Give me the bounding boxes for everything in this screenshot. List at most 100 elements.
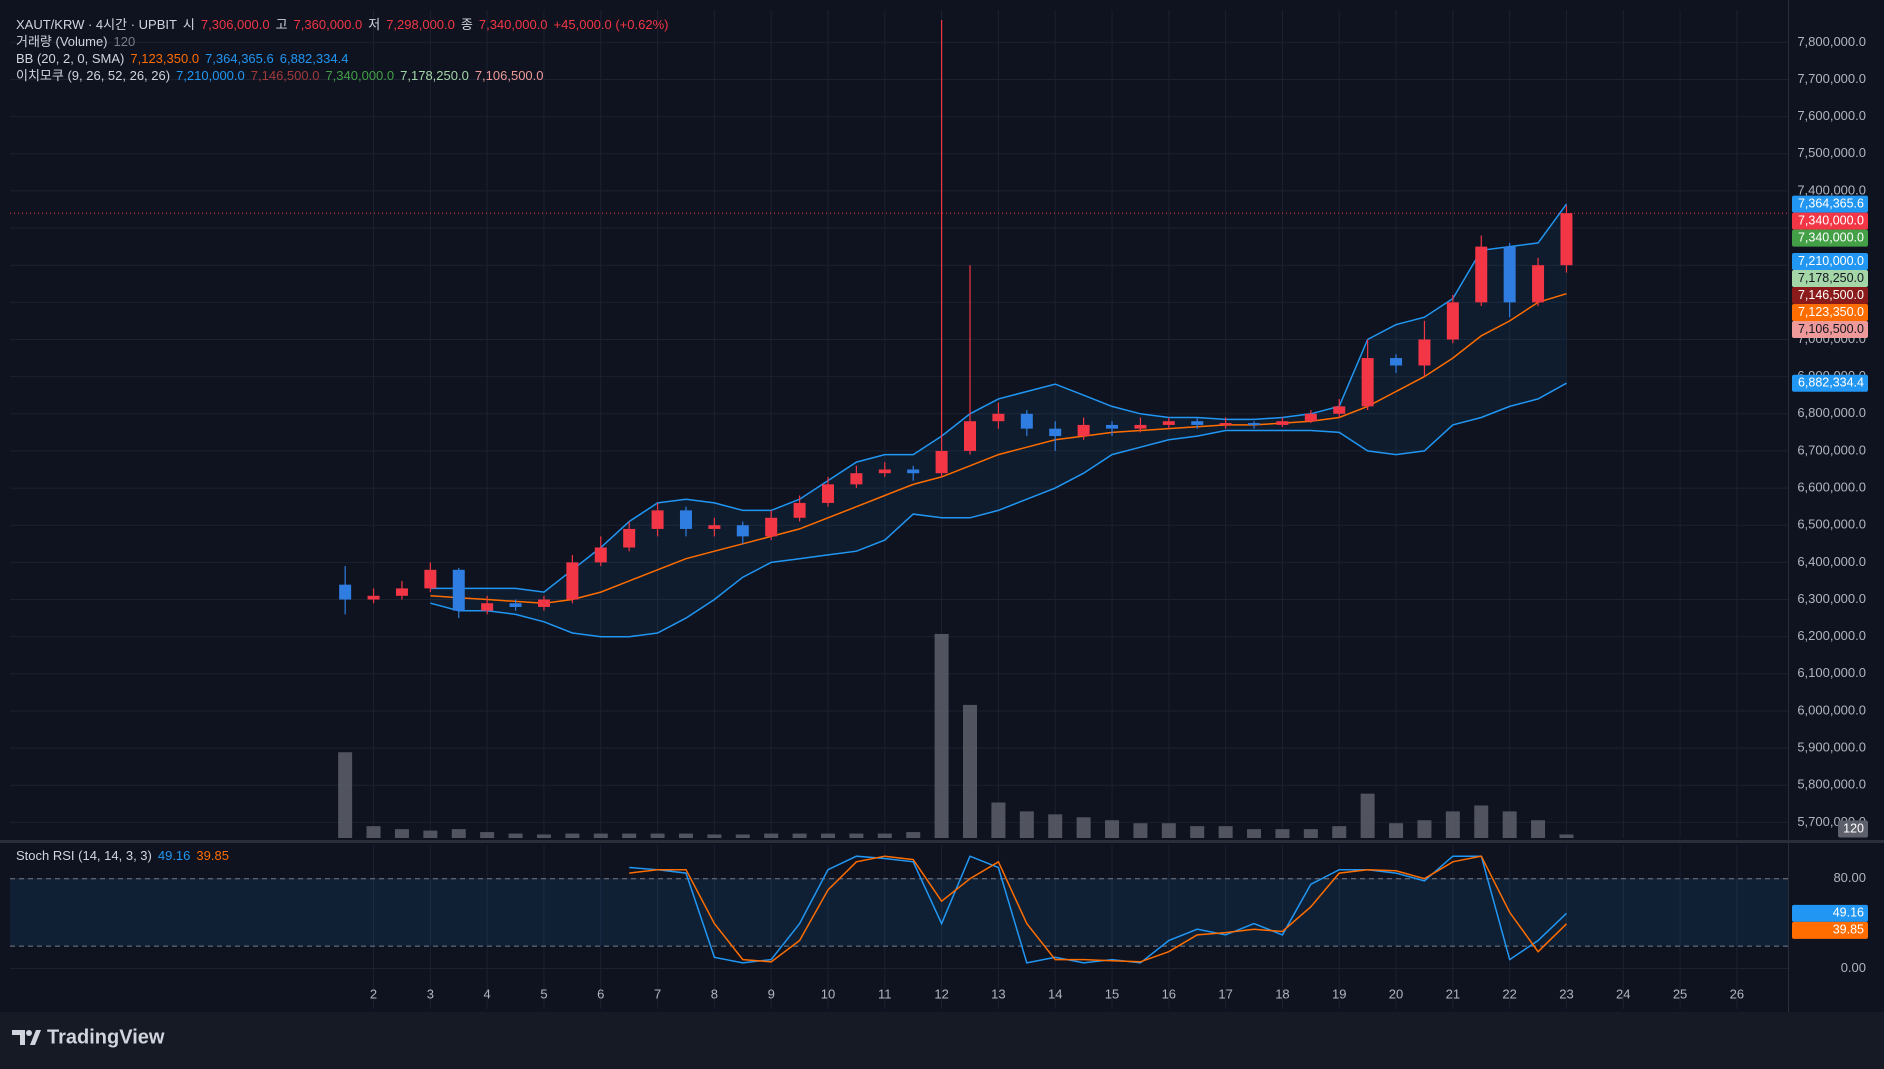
candle-body [651,510,664,529]
legend-text: 고 [275,17,288,32]
volume-bar [1133,823,1148,838]
candle-body [566,562,579,600]
volume-bar [1161,823,1176,838]
x-tick-label: 21 [1446,986,1460,1001]
y-tick-label: 7,700,000.0 [1797,71,1866,86]
volume-bar [707,834,722,838]
y-tick-label: 6,800,000.0 [1797,405,1866,420]
candle-body [821,484,834,503]
price-badge-label: 49.16 [1833,906,1864,920]
price-badge [1792,904,1868,922]
candle-body [964,421,977,451]
candle-body [1361,358,1374,407]
volume-bar [565,833,580,838]
candle-body [509,603,522,607]
price-badge-label: 39.85 [1833,923,1864,937]
legend-text: 7,360,000.0 [293,17,363,32]
price-badge-label: 7,106,500.0 [1798,322,1864,336]
volume-bar [1048,814,1063,838]
legend-row: XAUT/KRW · 4시간 · UPBIT 시 7,306,000.0 고 7,360… [16,16,674,33]
x-tick-label: 4 [484,986,491,1001]
volume-bar [1531,820,1546,838]
candle-body [1248,423,1261,425]
candle-body [1106,424,1119,429]
volume-bar [338,752,353,838]
price-badge-label: 7,340,000.0 [1798,230,1864,244]
candle-body [1191,421,1204,425]
candles-layer [339,20,1573,619]
series-line [629,855,1568,963]
y-tick-label: 80.00 [1833,870,1866,885]
volume-bar [1445,811,1460,838]
volume-bar [1389,823,1404,838]
x-tick-label: 2 [370,986,377,1001]
volume-bar [1076,817,1091,838]
volume-bar [1190,826,1205,838]
legend-text: 49.16 [157,848,191,863]
volume-bar [1303,829,1318,838]
price-badge-label: 7,146,500.0 [1798,288,1864,302]
candle-body [537,599,550,607]
x-tick-label: 19 [1332,986,1346,1001]
volume-bar [1559,834,1574,838]
legend-text: 이치모쿠 (9, 26, 52, 26, 26) [16,68,171,83]
x-tick-label: 9 [768,986,775,1001]
volume-bar [735,834,750,838]
candle-body [765,517,778,537]
candle-body [395,588,408,596]
price-badge [1792,286,1868,304]
legend-text: 7,340,000.0 [325,68,395,83]
y-tick-label: 6,600,000.0 [1797,480,1866,495]
volume-bar [764,833,779,838]
candle-body [1503,246,1516,303]
band-fill [10,878,1788,947]
legend-text: 종 [460,17,473,32]
volume-bar [1218,826,1233,838]
x-tick-label: 7 [654,986,661,1001]
legend-text: 거래량 (Volume) [16,34,108,49]
x-tick-label: 6 [597,986,604,1001]
candle-body [339,584,352,600]
x-tick-label: 26 [1730,986,1744,1001]
price-badge-label: 7,340,000.0 [1798,213,1864,227]
y-tick-label: 6,300,000.0 [1797,591,1866,606]
x-tick-label: 14 [1048,986,1062,1001]
badges-layer: 7,364,365.6 7,340,000.0 7,340,000.0 7,210,0… [10,195,1868,939]
price-badge [1792,195,1868,213]
volume-bar [451,829,466,838]
y-tick-label: 7,800,000.0 [1797,34,1866,49]
volume-bar [593,833,608,838]
legend-text: 7,210,000.0 [176,68,245,83]
volume-bar [849,833,864,838]
brand: TradingView [47,1026,165,1048]
candle-body [481,603,494,611]
legend-text: 저 [368,17,381,32]
candle-body [850,473,863,485]
y-tick-label: 6,100,000.0 [1797,665,1866,680]
candle-body [708,525,721,529]
legend-text: 6,882,334.4 [279,51,349,66]
legend-text: 7,364,365.6 [205,51,274,66]
volume-bar [1019,811,1034,838]
candle-body [935,450,948,474]
candle-body [1446,302,1459,340]
x-tick-label: 22 [1502,986,1516,1001]
x-tick-label: 10 [821,986,835,1001]
price-badge [1792,320,1868,338]
candle-body [1475,246,1488,303]
candle-body [992,413,1005,422]
x-tick-label: 20 [1389,986,1403,1001]
series-line [430,382,1567,638]
y-tick-label: 5,800,000.0 [1797,777,1866,792]
legend-text: 7,178,250.0 [400,68,469,83]
candle-body [1049,428,1062,437]
series-line [629,855,1568,964]
candle-body [1304,413,1317,422]
legend-text: 7,298,000.0 [386,17,455,32]
price-badge [1792,229,1868,247]
candle-body [736,525,749,537]
x-tick-label: 3 [427,986,434,1001]
legend-text: Stoch RSI (14, 14, 3, 3) [16,848,152,863]
legend-text: 7,146,500.0 [250,68,320,83]
